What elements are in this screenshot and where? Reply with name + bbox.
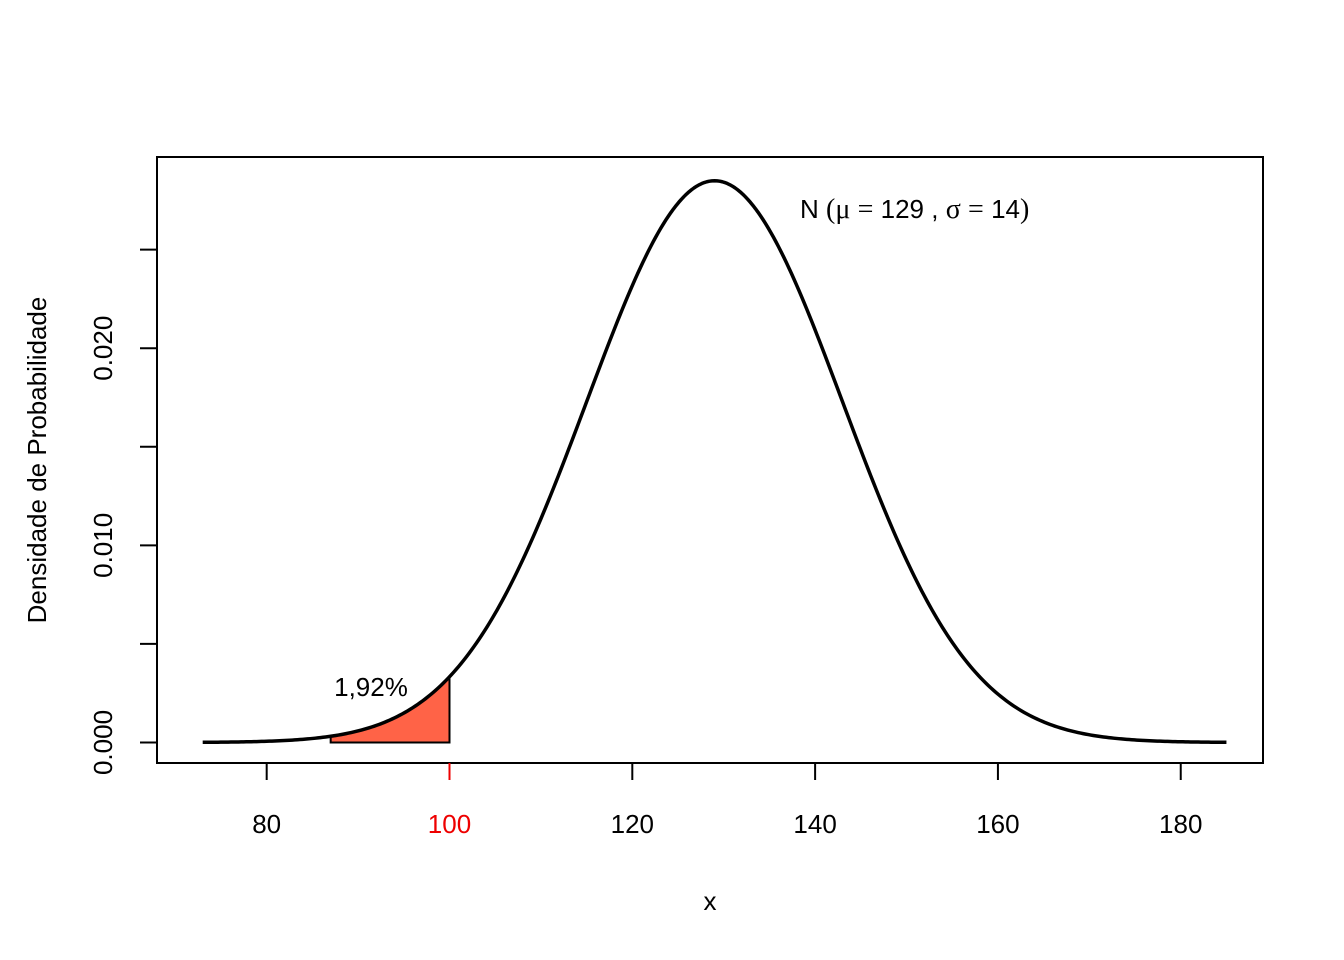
x-tick-label-80: 80 (252, 809, 281, 839)
y-axis: 0.000 0.010 0.020 (88, 248, 157, 775)
legend-close-paren: ) (1020, 194, 1029, 225)
legend-mu-value: 129 (881, 194, 924, 224)
x-tick-label-120: 120 (611, 809, 654, 839)
distribution-legend: N (μ = 129 , σ = 14) (800, 194, 1029, 225)
legend-open-paren: ( (826, 194, 835, 225)
legend-sep: , (931, 194, 938, 224)
legend-mu-symbol: μ (835, 194, 850, 225)
legend-sigma-symbol: σ (946, 194, 961, 225)
shaded-area-label: 1,92% (334, 672, 408, 702)
x-axis-label: x (704, 886, 717, 916)
x-tick-label-100: 100 (428, 809, 471, 839)
y-axis-label: Densidade de Probabilidade (22, 297, 52, 624)
plot-frame (156, 156, 1264, 764)
y-tick-label-0.020: 0.020 (88, 316, 118, 381)
x-tick-label-180: 180 (1159, 809, 1202, 839)
density-curve (202, 178, 1227, 745)
legend-eq-2: = (968, 194, 984, 225)
y-tick-label-0.010: 0.010 (88, 513, 118, 578)
x-tick-label-140: 140 (793, 809, 836, 839)
legend-eq-1: = (858, 194, 874, 225)
legend-sigma-value: 14 (991, 194, 1020, 224)
curve-layer (202, 178, 1227, 745)
legend-prefix: N (800, 194, 819, 224)
x-tick-label-160: 160 (976, 809, 1019, 839)
y-tick-label-0.000: 0.000 (88, 710, 118, 775)
x-axis: 80 100 120 140 160 180 (252, 763, 1202, 839)
